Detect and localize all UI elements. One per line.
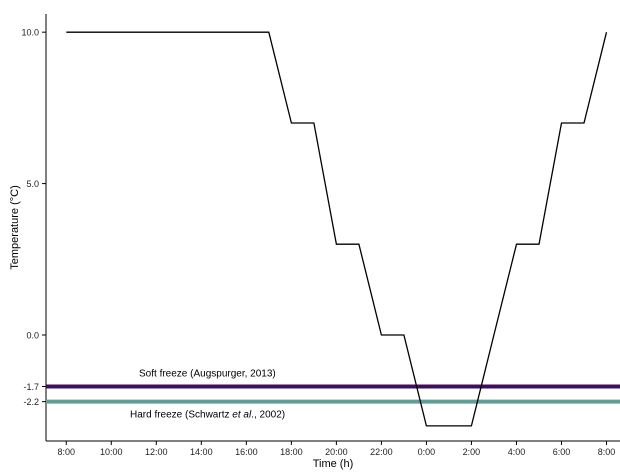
y-tick-label: -1.7 [23,382,39,392]
x-tick-label: 16:00 [235,447,258,457]
x-axis-title: Time (h) [313,458,354,470]
hard-freeze-label-part: et al [232,410,252,421]
y-tick-label: -2.2 [23,397,39,407]
temperature-series-line [66,31,608,427]
y-tick-label: 10.0 [21,28,39,38]
x-tick-label: 22:00 [370,447,393,457]
hard-freeze-label-part: ., 2002) [251,410,285,421]
x-tick-label: 8:00 [57,447,75,457]
hard-freeze-label-part: Hard freeze (Schwartz [130,410,232,421]
y-tick-label: 0.0 [26,331,39,341]
y-tick-label: 5.0 [26,179,39,189]
x-tick-label: 10:00 [100,447,123,457]
soft-freeze-label: Soft freeze (Augspurger, 2013) [139,368,276,379]
x-tick-label: 20:00 [325,447,348,457]
y-axis-title: Temperature (°C) [9,185,21,269]
x-tick-label: 6:00 [553,447,571,457]
x-tick-label: 2:00 [463,447,481,457]
x-tick-label: 12:00 [145,447,168,457]
x-tick-label: 0:00 [418,447,436,457]
x-tick-label: 8:00 [598,447,616,457]
x-tick-label: 4:00 [508,447,526,457]
x-tick-label: 18:00 [280,447,303,457]
x-tick-label: 14:00 [190,447,213,457]
hard-freeze-label: Hard freeze (Schwartz et al., 2002) [130,410,285,421]
